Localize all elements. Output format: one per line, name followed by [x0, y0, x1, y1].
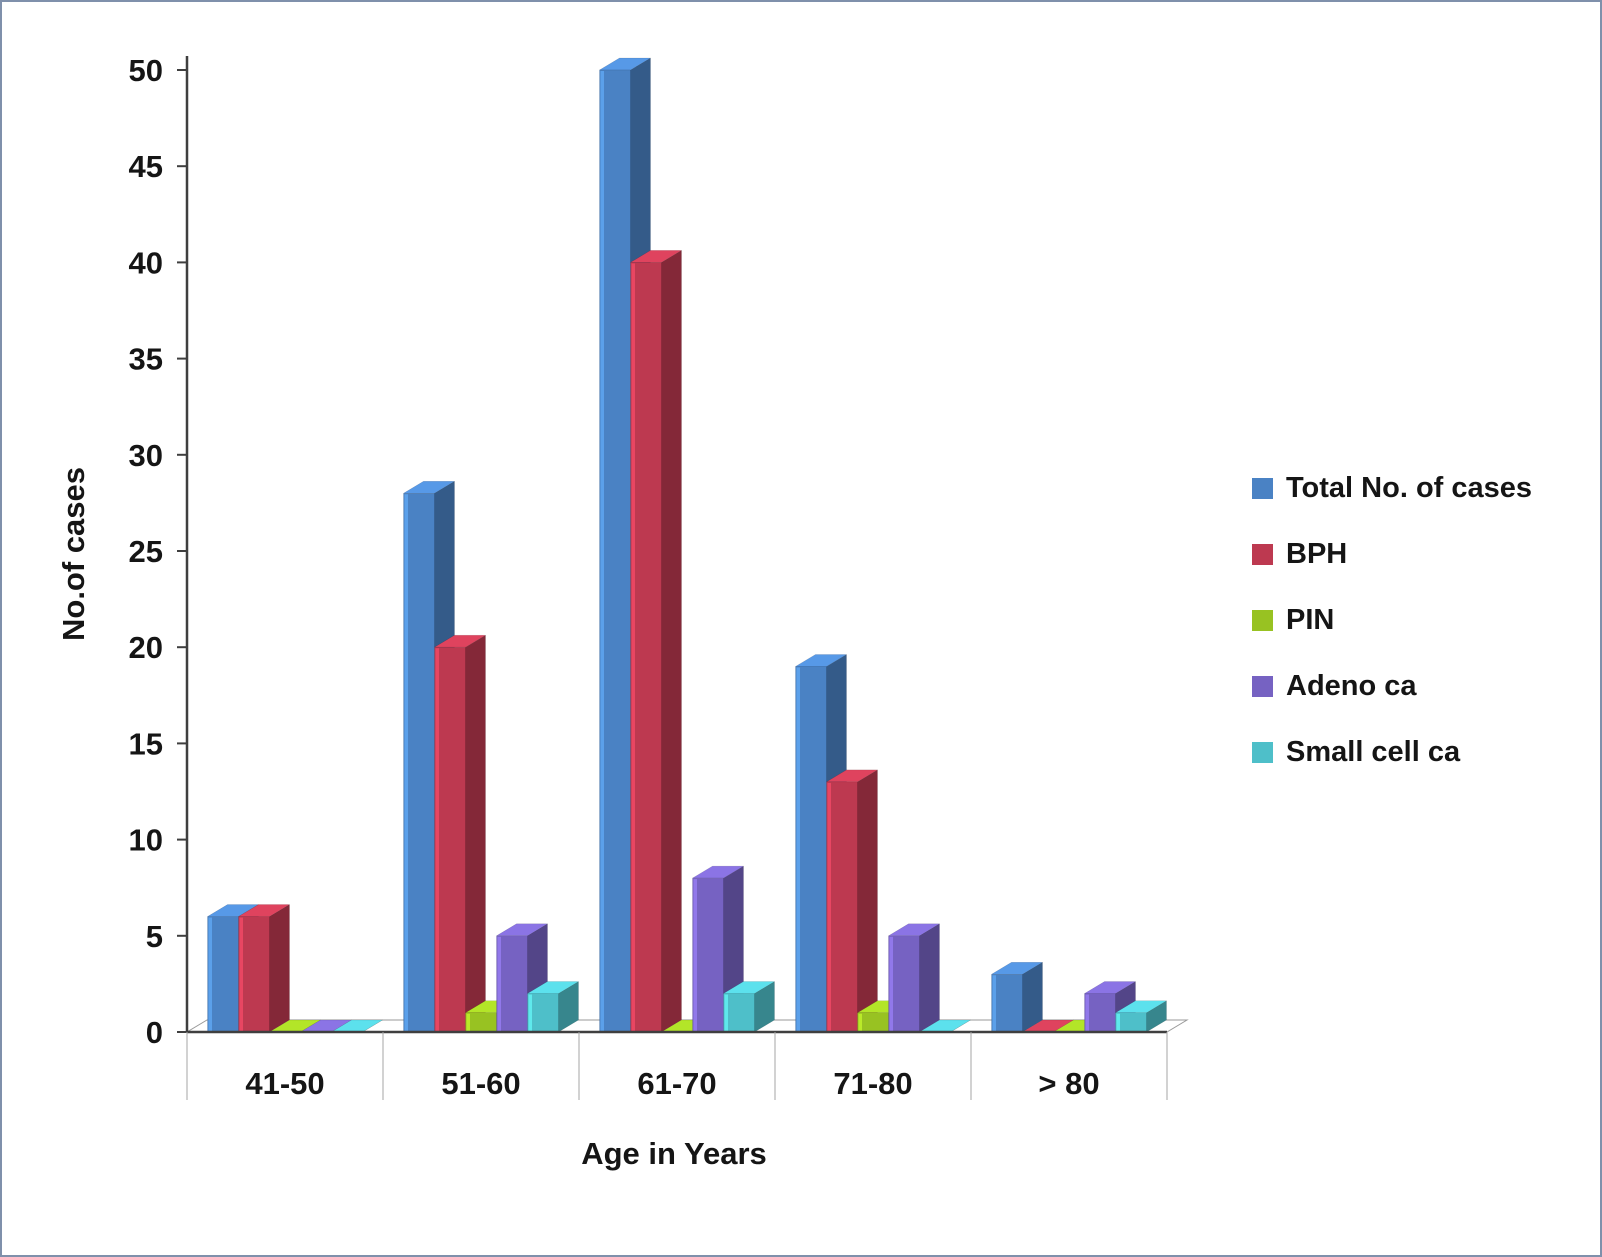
bar-side-face	[919, 923, 940, 1033]
legend-swatch	[1252, 742, 1273, 763]
legend-label: Adeno ca	[1286, 670, 1417, 702]
legend-swatch	[1252, 478, 1273, 499]
bar	[527, 993, 559, 1033]
bar	[496, 935, 528, 1033]
bar-highlight	[724, 994, 728, 1031]
bar-highlight	[858, 1013, 862, 1031]
bar-highlight	[435, 648, 439, 1031]
y-tick-label: 25	[129, 534, 163, 569]
x-tick-label: 51-60	[441, 1066, 520, 1101]
legend-swatch	[1252, 610, 1273, 631]
legend-item: PIN	[1252, 606, 1532, 635]
bar	[403, 493, 435, 1033]
bar	[1115, 1012, 1147, 1033]
legend: Total No. of cases BPH PIN Adeno ca Small ce…	[1252, 474, 1532, 767]
bar	[434, 646, 466, 1033]
bar	[238, 916, 270, 1033]
y-tick-label: 0	[146, 1015, 163, 1050]
bar-highlight	[693, 879, 697, 1031]
bar	[723, 993, 755, 1033]
bar-highlight	[992, 975, 996, 1031]
y-tick-label: 15	[129, 726, 163, 761]
x-axis-title: Age in Years	[581, 1136, 767, 1171]
bar	[795, 666, 827, 1033]
bar-side-face	[857, 769, 878, 1033]
legend-label: PIN	[1286, 604, 1335, 636]
legend-item: BPH	[1252, 540, 1532, 569]
y-tick-label: 40	[129, 245, 163, 280]
bar-highlight	[528, 994, 532, 1031]
legend-label: Small cell ca	[1286, 736, 1461, 768]
bar	[888, 935, 920, 1033]
bar-highlight	[239, 917, 243, 1031]
bar-highlight	[1116, 1013, 1120, 1031]
legend-item: Adeno ca	[1252, 672, 1532, 701]
y-tick-label: 50	[129, 53, 163, 88]
bar-highlight	[497, 936, 501, 1031]
bar-highlight	[208, 917, 212, 1031]
bar	[692, 877, 724, 1033]
bar	[630, 262, 662, 1033]
x-tick-label: 61-70	[637, 1066, 716, 1101]
bar-highlight	[796, 667, 800, 1031]
legend-label: Total No. of cases	[1286, 472, 1533, 504]
legend-item: Small cell ca	[1252, 738, 1532, 767]
bar	[991, 974, 1023, 1033]
bar-highlight	[827, 782, 831, 1031]
bar	[826, 781, 858, 1033]
y-tick-label: 30	[129, 438, 163, 473]
legend-item: Total No. of cases	[1252, 474, 1532, 503]
bar-highlight	[631, 263, 635, 1031]
legend-swatch	[1252, 676, 1273, 697]
bar-highlight	[1085, 994, 1089, 1031]
y-axis-title: No.of cases	[56, 466, 91, 642]
x-tick-label: > 80	[1038, 1066, 1099, 1101]
bar	[465, 1012, 497, 1033]
y-tick-label: 5	[146, 919, 163, 954]
y-tick-label: 35	[129, 342, 163, 377]
bar-side-face	[661, 249, 682, 1033]
legend-label: BPH	[1286, 538, 1348, 570]
bar	[857, 1012, 889, 1033]
bar-side-face	[465, 634, 486, 1033]
legend-swatch	[1252, 544, 1273, 565]
bar	[207, 916, 239, 1033]
bar-highlight	[466, 1013, 470, 1031]
x-tick-label: 71-80	[833, 1066, 912, 1101]
y-tick-label: 20	[129, 630, 163, 665]
bar	[1084, 993, 1116, 1033]
x-tick-label: 41-50	[245, 1066, 324, 1101]
y-tick-label: 10	[129, 823, 163, 858]
bar	[599, 69, 631, 1033]
y-tick-label: 45	[129, 149, 163, 184]
bar-highlight	[600, 71, 604, 1031]
bar-side-face	[269, 904, 290, 1033]
bar-highlight	[889, 936, 893, 1031]
bar-highlight	[404, 494, 408, 1031]
